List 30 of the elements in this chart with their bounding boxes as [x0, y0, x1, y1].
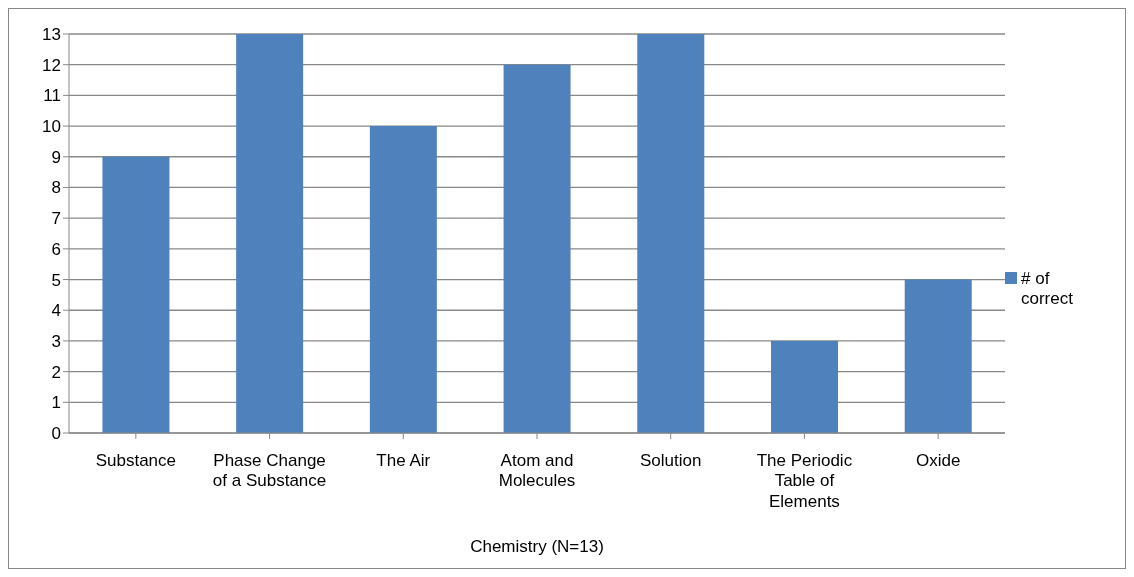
y-tick-label: 8 — [51, 178, 61, 198]
y-tick-label: 13 — [42, 25, 61, 45]
x-tick-label: Substance — [95, 451, 177, 470]
x-tick-label: Solution — [640, 451, 702, 470]
y-tick-label: 1 — [51, 393, 61, 413]
x-axis-title: Chemistry (N=13) — [470, 537, 604, 556]
y-tick-label: 5 — [51, 270, 61, 290]
bar — [771, 340, 838, 433]
y-tick-label: 7 — [51, 209, 61, 229]
x-tick-label: Oxide — [915, 451, 961, 470]
bar — [102, 156, 170, 433]
y-tick-label: 3 — [51, 331, 61, 351]
x-tick-label: The Air — [376, 451, 431, 470]
y-tick-label: 2 — [51, 362, 61, 382]
y-tick-label: 9 — [51, 147, 61, 167]
legend-label: # of correct — [1021, 268, 1074, 309]
bar — [369, 126, 437, 433]
y-tick-label: 6 — [51, 239, 61, 259]
y-tick-label: 4 — [51, 301, 61, 321]
y-tick-label: 12 — [42, 55, 61, 75]
bar — [904, 279, 972, 433]
y-tick-label: 0 — [51, 424, 61, 444]
y-tick-label: 10 — [42, 117, 61, 137]
y-tick-label: 11 — [43, 86, 61, 106]
x-tick-label: Phase Change of a Substance — [212, 451, 327, 491]
bar — [503, 64, 571, 433]
bar — [236, 34, 304, 433]
bar — [637, 34, 705, 433]
x-tick-label: The Periodic Table of Elements — [756, 451, 853, 511]
x-tick-label: Atom and Molecules — [498, 451, 576, 491]
